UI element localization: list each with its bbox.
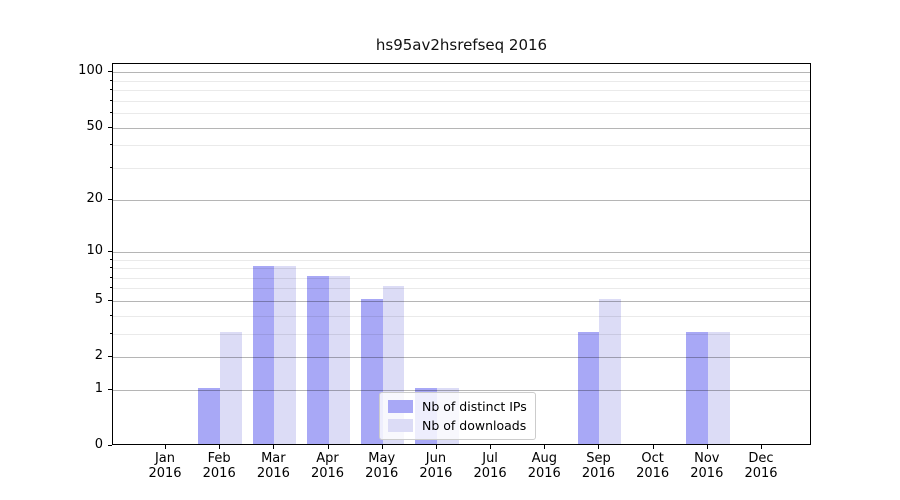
legend: Nb of distinct IPs Nb of downloads bbox=[379, 392, 536, 440]
y-minor-tick-mark bbox=[109, 314, 112, 316]
y-tick-label: 1 bbox=[94, 380, 103, 396]
y-tick-label: 0 bbox=[94, 437, 103, 452]
bar-sep-distinct-ips bbox=[577, 331, 600, 444]
y-minor-tick-mark bbox=[109, 267, 112, 269]
y-minor-tick-mark bbox=[109, 287, 112, 289]
legend-swatch-distinct-ips-icon bbox=[388, 400, 413, 413]
y-minor-tick-mark bbox=[109, 166, 112, 168]
x-tick-label-aug: Aug 2016 bbox=[527, 451, 561, 481]
bar-may-distinct-ips bbox=[361, 298, 383, 444]
plot-area bbox=[112, 63, 811, 445]
legend-item-distinct-ips: Nb of distinct IPs bbox=[388, 397, 527, 416]
x-tick-mark bbox=[327, 445, 329, 449]
x-tick-mark bbox=[273, 445, 275, 449]
y-tick-label: 50 bbox=[86, 118, 103, 134]
bar-feb-downloads bbox=[220, 331, 242, 444]
y-minor-tick-mark bbox=[109, 144, 112, 146]
bar-nov-distinct-ips bbox=[686, 331, 708, 444]
bar-mar-downloads bbox=[274, 266, 297, 444]
y-tick-mark bbox=[108, 198, 112, 200]
x-tick-label-sep: Sep 2016 bbox=[581, 451, 615, 481]
y-minor-tick-mark bbox=[109, 89, 112, 91]
bar-apr-downloads bbox=[328, 275, 351, 444]
x-tick-mark bbox=[219, 445, 221, 449]
x-tick-mark bbox=[381, 445, 383, 449]
y-minor-tick-mark bbox=[109, 276, 112, 278]
x-tick-mark bbox=[490, 445, 492, 449]
x-tick-mark bbox=[165, 445, 166, 449]
x-tick-mark bbox=[598, 445, 600, 449]
y-tick-label: 20 bbox=[86, 190, 103, 206]
y-minor-tick-mark bbox=[109, 258, 112, 260]
x-tick-mark bbox=[435, 445, 437, 449]
legend-item-downloads: Nb of downloads bbox=[388, 416, 527, 435]
bar-mar-distinct-ips bbox=[252, 266, 275, 444]
chart-title: hs95av2hsrefseq 2016 bbox=[375, 36, 548, 54]
x-tick-label-jul: Jul 2016 bbox=[473, 451, 507, 481]
y-minor-tick-mark bbox=[109, 112, 112, 114]
y-tick-mark bbox=[108, 71, 112, 73]
x-tick-mark bbox=[761, 445, 762, 449]
y-minor-tick-mark bbox=[109, 332, 112, 334]
legend-swatch-downloads-icon bbox=[388, 419, 413, 432]
x-tick-mark bbox=[544, 445, 546, 449]
bars-layer bbox=[113, 64, 810, 444]
y-tick-mark bbox=[108, 445, 112, 446]
y-tick-label: 10 bbox=[86, 242, 103, 258]
y-tick-mark bbox=[108, 356, 112, 358]
bar-apr-distinct-ips bbox=[306, 275, 329, 444]
bar-feb-distinct-ips bbox=[198, 387, 221, 444]
x-tick-label-may: May 2016 bbox=[365, 451, 399, 481]
y-minor-tick-mark bbox=[109, 99, 112, 101]
x-tick-label-feb: Feb 2016 bbox=[202, 451, 236, 481]
x-tick-label-mar: Mar 2016 bbox=[256, 451, 290, 481]
legend-label-downloads: Nb of downloads bbox=[422, 418, 527, 433]
bar-sep-downloads bbox=[599, 298, 622, 444]
y-tick-label: 5 bbox=[94, 291, 103, 307]
y-tick-mark bbox=[108, 250, 112, 252]
x-tick-label-nov: Nov 2016 bbox=[690, 451, 724, 481]
x-tick-mark bbox=[706, 445, 708, 449]
y-tick-mark bbox=[108, 126, 112, 128]
y-tick-label: 2 bbox=[94, 348, 103, 364]
y-tick-mark bbox=[108, 388, 112, 390]
x-tick-label-dec: Dec 2016 bbox=[744, 451, 778, 481]
y-tick-label: 100 bbox=[78, 63, 103, 79]
y-tick-mark bbox=[108, 299, 112, 301]
y-minor-tick-mark bbox=[109, 79, 112, 81]
bar-nov-downloads bbox=[707, 331, 730, 444]
x-tick-label-apr: Apr 2016 bbox=[310, 451, 345, 481]
x-tick-label-oct: Oct 2016 bbox=[636, 451, 670, 481]
legend-label-distinct-ips: Nb of distinct IPs bbox=[422, 399, 527, 414]
x-tick-label-jan: Jan 2016 bbox=[148, 451, 182, 481]
x-tick-label-jun: Jun 2016 bbox=[419, 451, 453, 481]
x-tick-mark bbox=[652, 445, 654, 449]
